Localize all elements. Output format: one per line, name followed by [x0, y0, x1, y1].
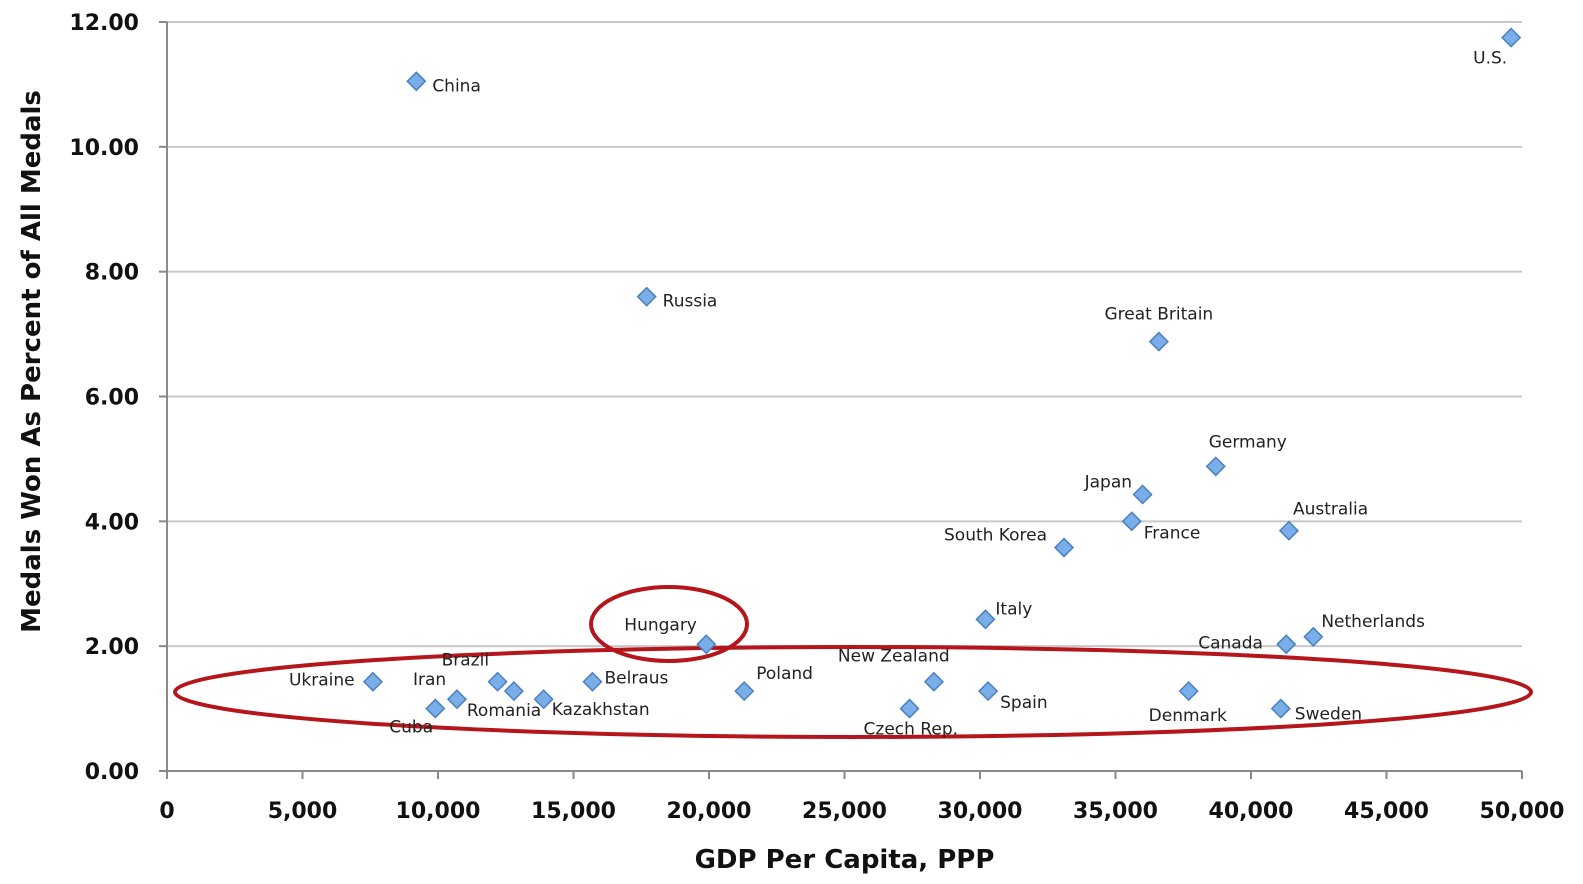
point-label-italy: Italy	[995, 599, 1032, 619]
point-japan	[1132, 484, 1153, 505]
point-label-new-zealand: New Zealand	[838, 647, 950, 667]
y-tick-label: 6.00	[85, 386, 139, 411]
point-south-korea	[1053, 537, 1075, 558]
point-label-germany: Germany	[1209, 432, 1287, 452]
point-italy	[975, 609, 996, 630]
y-tick-label: 2.00	[85, 635, 139, 660]
point-u-s	[1501, 27, 1522, 48]
axes	[159, 21, 1523, 779]
gridlines	[167, 21, 1522, 648]
point-australia	[1278, 520, 1300, 541]
point-label-iran: Iran	[413, 670, 446, 690]
point-label-denmark: Denmark	[1149, 706, 1227, 726]
point-label-south-korea: South Korea	[944, 526, 1047, 546]
point-label-france: France	[1144, 523, 1201, 543]
point-label-kazakhstan: Kazakhstan	[552, 700, 650, 720]
point-label-spain: Spain	[1000, 693, 1048, 713]
point-netherlands	[1303, 626, 1324, 647]
point-czech-rep	[899, 698, 920, 719]
point-romania	[503, 681, 524, 702]
point-kazakhstan	[533, 689, 554, 710]
highlight-ellipse-hungary	[589, 585, 749, 663]
x-tick-label: 15,000	[531, 799, 616, 824]
point-label-hungary: Hungary	[624, 615, 697, 635]
point-label-czech-rep: Czech Rep.	[864, 720, 958, 740]
point-canada	[1276, 634, 1297, 655]
point-label-brazil: Brazil	[442, 651, 489, 671]
point-belraus	[582, 671, 603, 692]
point-label-ukraine: Ukraine	[289, 671, 355, 691]
point-brazil	[487, 671, 508, 692]
y-tick-label: 8.00	[85, 261, 139, 286]
point-russia	[636, 286, 657, 307]
x-tick-label: 40,000	[1209, 799, 1294, 824]
x-tick-label: 45,000	[1344, 799, 1429, 824]
data-points	[362, 27, 1522, 719]
y-tick-label: 12.00	[69, 11, 139, 36]
point-label-u-s: U.S.	[1473, 49, 1507, 69]
point-new-zealand	[923, 671, 944, 692]
point-poland	[734, 681, 755, 702]
point-iran	[446, 689, 468, 710]
tick-labels: 0.00 2.00 4.00 6.00 8.00 10.00 12.00 0 5,000 10,0…	[69, 11, 1564, 824]
point-cuba	[425, 698, 446, 719]
y-tick-label: 10.00	[69, 136, 139, 161]
x-axis-title: GDP Per Capita, PPP	[695, 845, 995, 875]
point-germany	[1205, 456, 1226, 477]
point-label-australia: Australia	[1293, 500, 1368, 520]
highlight-annotations	[173, 585, 1533, 739]
point-label-canada: Canada	[1198, 633, 1263, 653]
point-label-great-britain: Great Britain	[1105, 305, 1214, 325]
x-tick-label: 5,000	[268, 799, 338, 824]
highlight-ellipse-low-medal-group	[173, 645, 1533, 739]
point-france	[1121, 511, 1142, 532]
point-label-sweden: Sweden	[1295, 705, 1362, 725]
x-tick-label: 0	[159, 799, 174, 824]
point-label-poland: Poland	[756, 664, 813, 684]
point-labels: U.S. China Russia Great Britain Germany Japan…	[289, 49, 1507, 740]
y-tick-label: 4.00	[85, 510, 139, 535]
x-tick-label: 30,000	[938, 799, 1023, 824]
x-tick-label: 50,000	[1480, 799, 1565, 824]
point-spain	[978, 681, 999, 702]
point-label-japan: Japan	[1084, 472, 1132, 492]
point-denmark	[1178, 681, 1199, 702]
y-tick-label: 0.00	[85, 760, 139, 785]
x-tick-label: 25,000	[802, 799, 887, 824]
point-china	[406, 71, 427, 92]
y-axis-title: Medals Won As Percent of All Medals	[17, 90, 47, 633]
point-great-britain	[1148, 331, 1169, 352]
point-label-netherlands: Netherlands	[1321, 612, 1425, 632]
point-label-china: China	[432, 76, 481, 96]
x-tick-label: 20,000	[667, 799, 752, 824]
point-label-russia: Russia	[663, 292, 718, 312]
point-sweden	[1270, 698, 1291, 719]
point-label-cuba: Cuba	[389, 718, 433, 738]
x-tick-label: 10,000	[396, 799, 481, 824]
point-ukraine	[362, 671, 384, 692]
point-label-romania: Romania	[467, 701, 541, 721]
point-label-belraus: Belraus	[604, 669, 668, 689]
x-tick-label: 35,000	[1073, 799, 1158, 824]
point-hungary	[696, 634, 717, 655]
